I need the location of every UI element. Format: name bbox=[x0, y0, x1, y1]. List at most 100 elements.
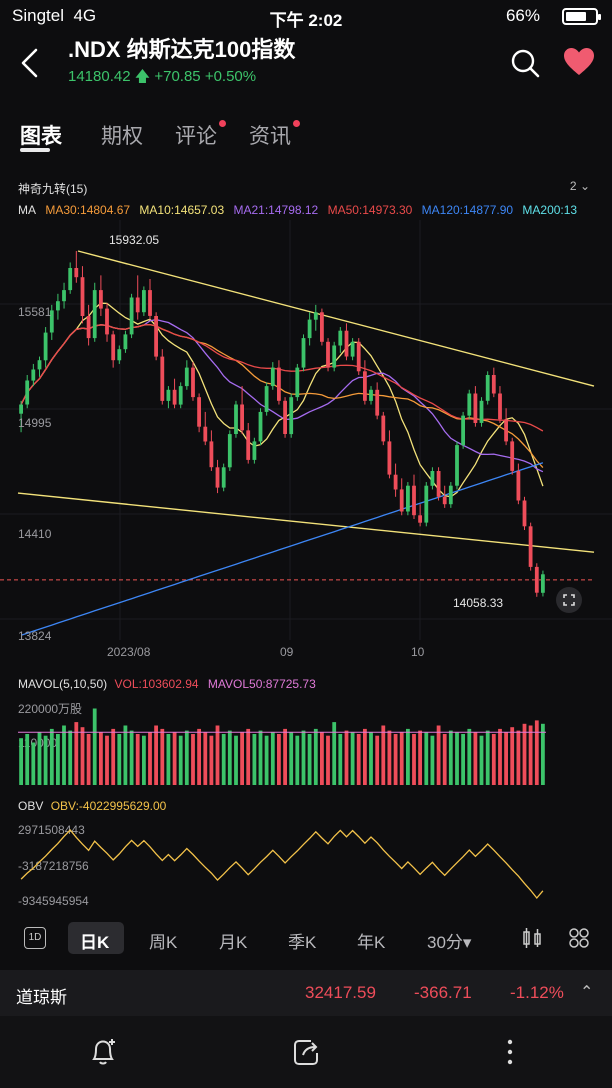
candle-body bbox=[363, 371, 367, 401]
tf-month[interactable]: 月K bbox=[219, 933, 248, 952]
tf-week[interactable]: 周K bbox=[149, 933, 178, 952]
volume-bar bbox=[332, 722, 337, 785]
last-price: 14180.42 bbox=[68, 68, 131, 85]
candle-body bbox=[203, 426, 208, 442]
grid-layout-button[interactable] bbox=[568, 926, 590, 955]
volume-bar bbox=[387, 730, 392, 785]
candle-body bbox=[111, 334, 116, 361]
tf-year[interactable]: 年K bbox=[357, 933, 386, 952]
date-label-aug: 2023/08 bbox=[107, 645, 151, 659]
candle-body bbox=[258, 411, 263, 442]
alert-button[interactable] bbox=[88, 1036, 118, 1073]
candle-body bbox=[534, 566, 539, 593]
volume-bar bbox=[381, 725, 386, 785]
volume-bar bbox=[479, 735, 484, 785]
candle-body bbox=[479, 400, 484, 423]
volume-bar bbox=[123, 725, 128, 785]
candle-body bbox=[387, 441, 392, 475]
candle-body bbox=[240, 404, 244, 431]
candle-body bbox=[326, 341, 330, 368]
candle-style-button[interactable] bbox=[521, 926, 543, 955]
volume-bar bbox=[541, 723, 545, 785]
volume-bar bbox=[215, 725, 220, 785]
tf-day[interactable]: 日K bbox=[80, 933, 110, 952]
high-annotation: 15932.05 bbox=[109, 233, 160, 247]
ma21-line bbox=[20, 318, 544, 473]
candle-body bbox=[43, 332, 48, 361]
ticker-change-pct: -1.12% bbox=[510, 983, 564, 1002]
candle-body bbox=[68, 268, 73, 291]
volume-bar bbox=[455, 732, 459, 785]
candle-body bbox=[332, 345, 337, 368]
ma10-value: MA10:14657.03 bbox=[139, 203, 225, 217]
more-vertical-icon bbox=[507, 1039, 513, 1065]
tf-quarter[interactable]: 季K bbox=[288, 933, 317, 952]
volume-bar bbox=[234, 735, 238, 785]
volume-bar bbox=[264, 735, 269, 785]
candle-body bbox=[313, 312, 318, 320]
candle-body bbox=[461, 415, 465, 446]
volume-bar bbox=[485, 730, 490, 785]
volume-bar bbox=[491, 734, 496, 785]
grid-icon bbox=[569, 928, 589, 948]
candle-body bbox=[191, 367, 195, 398]
back-button[interactable] bbox=[16, 46, 46, 80]
volume-bar bbox=[516, 730, 521, 785]
candle-body bbox=[184, 367, 189, 387]
candle-body bbox=[412, 485, 416, 516]
chevron-up-icon[interactable]: ⌃ bbox=[580, 984, 594, 1001]
volume-bar bbox=[498, 728, 502, 785]
candle-body bbox=[166, 389, 171, 401]
tab-options[interactable]: 期权 bbox=[101, 125, 143, 148]
volume-bar bbox=[442, 734, 447, 785]
ma21-value: MA21:14798.12 bbox=[233, 203, 319, 217]
fullscreen-button[interactable] bbox=[556, 587, 582, 613]
volume-bar bbox=[418, 730, 422, 785]
more-button[interactable] bbox=[500, 1036, 520, 1073]
tf-30min[interactable]: 30分▾ bbox=[427, 933, 472, 952]
volume-bar bbox=[142, 735, 146, 785]
obv-axis-mid: -3187218756 bbox=[18, 859, 89, 873]
indicator-count[interactable]: 2 ⌄ bbox=[569, 179, 590, 193]
candle-body bbox=[295, 367, 300, 398]
price-label-3: 14410 bbox=[18, 527, 52, 541]
volume-bar bbox=[154, 725, 158, 785]
volume-bar bbox=[166, 734, 171, 785]
candle-body bbox=[160, 356, 165, 401]
candlestick-chart[interactable] bbox=[0, 220, 612, 670]
candle-body bbox=[289, 397, 294, 435]
indicator-name[interactable]: 神奇九转(15) bbox=[18, 182, 88, 196]
favorite-button[interactable] bbox=[562, 46, 596, 78]
candle-body bbox=[406, 485, 410, 512]
volume-bar bbox=[178, 735, 183, 785]
volume-bar bbox=[62, 725, 66, 785]
volume-bar bbox=[148, 732, 152, 785]
candle-body bbox=[473, 393, 478, 423]
volume-bar bbox=[56, 734, 60, 785]
candle-body bbox=[172, 389, 177, 405]
tab-comments[interactable]: 评论 bbox=[175, 120, 226, 150]
price-change-pct: +0.50% bbox=[204, 68, 257, 85]
tab-news[interactable]: 资讯 bbox=[249, 120, 300, 150]
index-ticker[interactable]: 道琼斯 32417.59 -366.71 -1.12% ⌃ bbox=[0, 970, 612, 1016]
single-day-icon[interactable]: 1D bbox=[24, 927, 46, 949]
volume-bar bbox=[338, 734, 343, 785]
tab-chart[interactable]: 图表 bbox=[20, 120, 62, 152]
volume-bar bbox=[19, 738, 23, 785]
volume-bar bbox=[424, 732, 429, 785]
candle-body bbox=[221, 467, 226, 488]
volume-bar bbox=[184, 730, 189, 785]
candle-body bbox=[129, 297, 134, 335]
candle-body bbox=[264, 386, 269, 412]
ma120-line bbox=[20, 462, 544, 636]
obv-axis-bottom: -9345945954 bbox=[18, 894, 89, 908]
bell-plus-icon bbox=[92, 1039, 115, 1065]
share-button[interactable] bbox=[291, 1036, 321, 1073]
volume-bar bbox=[240, 732, 244, 785]
volume-bar bbox=[74, 722, 79, 785]
candle-body bbox=[448, 485, 453, 505]
candle-body bbox=[522, 500, 527, 527]
search-button[interactable] bbox=[508, 46, 542, 80]
volume-bar bbox=[412, 734, 416, 785]
candle-body bbox=[344, 330, 349, 357]
